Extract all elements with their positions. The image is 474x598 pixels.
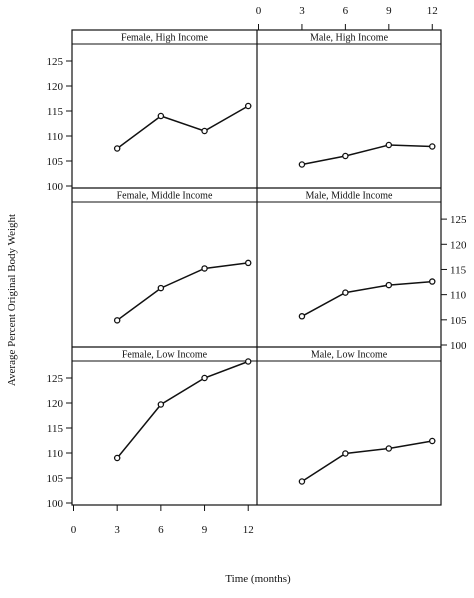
x-tick-label: 12 bbox=[243, 524, 254, 536]
y-tick-label: 100 bbox=[450, 340, 467, 352]
series-line bbox=[301, 440, 433, 483]
y-tick-label: 110 bbox=[47, 448, 64, 460]
x-axis-title: Time (months) bbox=[225, 573, 291, 585]
data-point bbox=[385, 445, 393, 452]
data-point bbox=[113, 454, 121, 462]
y-tick-label: 125 bbox=[47, 373, 64, 385]
y-tick-label: 115 bbox=[47, 423, 64, 435]
y-tick-label: 100 bbox=[47, 181, 64, 193]
data-point bbox=[342, 450, 349, 457]
data-point bbox=[157, 284, 165, 292]
series-line bbox=[116, 360, 249, 459]
x-tick-label: 9 bbox=[386, 5, 392, 17]
data-point bbox=[201, 374, 208, 382]
y-tick-label: 105 bbox=[450, 315, 467, 327]
data-point bbox=[342, 152, 349, 160]
y-tick-label: 125 bbox=[47, 56, 64, 68]
data-point bbox=[385, 141, 393, 149]
data-point bbox=[113, 145, 121, 152]
y-tick-label: 105 bbox=[47, 156, 64, 168]
x-tick-label: 12 bbox=[427, 5, 438, 17]
series-line bbox=[301, 144, 433, 166]
data-point bbox=[113, 317, 121, 324]
data-point bbox=[298, 478, 306, 485]
series-line bbox=[116, 262, 249, 321]
data-point bbox=[429, 143, 436, 150]
y-tick-label: 105 bbox=[47, 473, 64, 485]
series-line bbox=[301, 280, 433, 317]
x-tick-label: 3 bbox=[299, 5, 305, 17]
panel-strip-title: Male, High Income bbox=[310, 33, 389, 44]
x-tick-label: 6 bbox=[343, 5, 349, 17]
data-point bbox=[244, 102, 252, 110]
data-point bbox=[385, 281, 393, 289]
data-point bbox=[244, 259, 252, 267]
y-tick-label: 110 bbox=[450, 290, 467, 302]
data-point bbox=[201, 265, 208, 272]
x-tick-label: 0 bbox=[256, 5, 262, 17]
data-point bbox=[298, 161, 306, 168]
data-point bbox=[429, 437, 436, 445]
y-axis-title: Average Percent Original Body Weight bbox=[6, 214, 18, 386]
y-tick-label: 120 bbox=[47, 81, 64, 93]
x-tick-label: 0 bbox=[71, 524, 77, 536]
panel-strip-title: Male, Middle Income bbox=[306, 191, 393, 202]
data-point bbox=[298, 313, 306, 320]
panel-strip-title: Female, Middle Income bbox=[117, 191, 213, 202]
data-point bbox=[201, 127, 208, 135]
data-point bbox=[429, 278, 436, 285]
y-tick-label: 100 bbox=[47, 498, 64, 510]
y-tick-label: 115 bbox=[47, 106, 64, 118]
y-tick-label: 125 bbox=[450, 214, 467, 226]
panel-strip-title: Female, Low Income bbox=[122, 350, 208, 361]
panel-strip-title: Female, High Income bbox=[121, 33, 208, 44]
data-point bbox=[157, 401, 165, 408]
data-point bbox=[342, 289, 349, 296]
x-tick-label: 6 bbox=[158, 524, 164, 536]
y-tick-label: 120 bbox=[450, 239, 467, 251]
y-tick-label: 115 bbox=[450, 264, 467, 276]
y-tick-label: 110 bbox=[47, 131, 64, 143]
data-point bbox=[157, 112, 165, 120]
data-point bbox=[244, 358, 252, 365]
x-tick-label: 9 bbox=[202, 524, 208, 536]
panel-strip-title: Male, Low Income bbox=[311, 350, 388, 361]
x-tick-label: 3 bbox=[114, 524, 120, 536]
y-tick-label: 120 bbox=[47, 398, 64, 410]
series-line bbox=[116, 105, 249, 150]
